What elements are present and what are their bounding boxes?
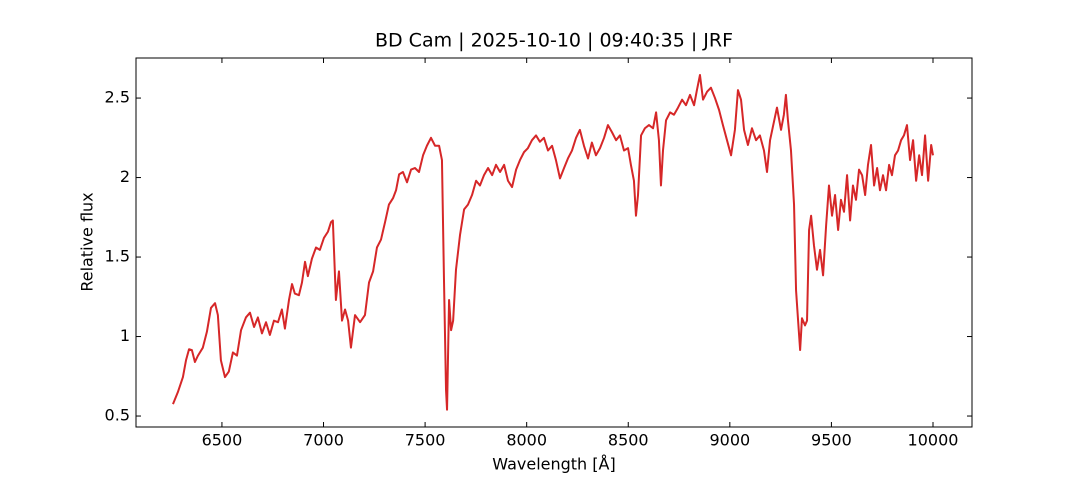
chart-title: BD Cam | 2025-10-10 | 09:40:35 | JRF [375,30,733,52]
y-tick-label: 0.5 [105,406,130,425]
plot-frame [135,57,973,428]
y-tick-label: 2 [120,167,130,186]
y-tick-label: 1.5 [105,247,130,266]
x-tick-label: 10000 [908,431,959,450]
y-tick-label: 1 [120,326,130,345]
x-tick-label: 6500 [202,431,243,450]
x-tick-label: 8500 [608,431,649,450]
y-axis-label: Relative flux [78,192,97,291]
spectrum-line [172,74,934,411]
x-tick-label: 8000 [506,431,547,450]
y-tick-label: 2.5 [105,88,130,107]
x-tick-label: 7500 [405,431,446,450]
x-axis-label: Wavelength [Å] [492,455,615,474]
x-tick-label: 9000 [709,431,750,450]
x-tick-label: 9500 [811,431,852,450]
x-tick-label: 7000 [303,431,344,450]
